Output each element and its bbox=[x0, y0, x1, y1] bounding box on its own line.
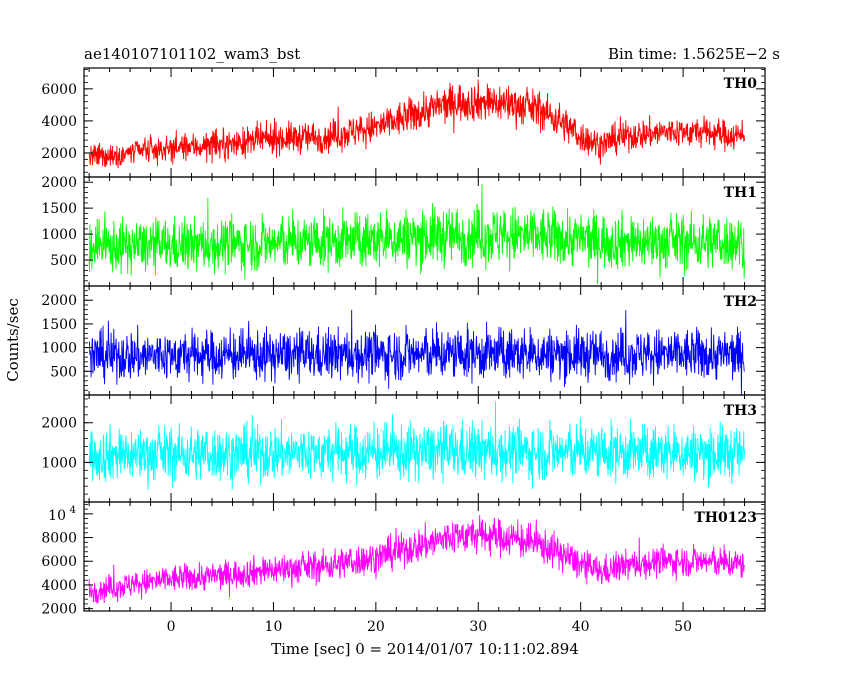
y-tick-label: 4000 bbox=[41, 578, 77, 594]
series-line-th0 bbox=[88, 79, 745, 169]
x-tick-label: 50 bbox=[674, 619, 692, 635]
y-tick-label: 2000 bbox=[41, 416, 77, 432]
y-tick-label: 2000 bbox=[41, 146, 77, 162]
panel-th2: 500 1000 1500 2000 TH2 bbox=[41, 285, 766, 396]
y-tick-label: 500 bbox=[50, 364, 77, 380]
panel-name-label: TH0 bbox=[724, 76, 758, 92]
y-tick-label: 8000 bbox=[41, 531, 77, 547]
series-line-th0123 bbox=[88, 514, 745, 604]
y-tick-label: 1000 bbox=[41, 227, 77, 243]
series-line-th2 bbox=[88, 309, 745, 395]
x-tick-label: 20 bbox=[367, 619, 385, 635]
x-tick-label: 10 bbox=[265, 619, 283, 635]
panel-th1: 500 1000 1500 2000 TH1 bbox=[41, 175, 766, 287]
panel-name-label: TH0123 bbox=[694, 510, 757, 526]
series-line-th3 bbox=[88, 401, 745, 491]
x-tick-label: 0 bbox=[167, 619, 176, 635]
panel-name-label: TH1 bbox=[724, 185, 757, 201]
y-tick-label: 2000 bbox=[41, 175, 77, 191]
x-axis-label: Time [sec] 0 = 2014/01/07 10:11:02.894 bbox=[271, 640, 579, 658]
y-tick-label: 500 bbox=[50, 253, 77, 269]
y-tick-label: 1500 bbox=[41, 317, 77, 333]
y-tick-label: 1000 bbox=[41, 455, 77, 471]
y-axis-label: Counts/sec bbox=[4, 298, 22, 382]
panel-th0: 2000 4000 6000 TH0 bbox=[41, 67, 766, 178]
y-tick-label: 6000 bbox=[41, 554, 77, 570]
panel-th3: 1000 2000 TH3 bbox=[41, 394, 766, 503]
panel-th0123: 2000 4000 6000 8000 10 4 TH0123 bbox=[41, 501, 766, 618]
x-tick-label: 40 bbox=[572, 619, 590, 635]
y-tick-label: 2000 bbox=[41, 293, 77, 309]
bin-time-label: Bin time: 1.5625E−2 s bbox=[608, 45, 780, 63]
y-tick-label: 1500 bbox=[41, 201, 77, 217]
panel-name-label: TH2 bbox=[724, 294, 757, 310]
chart-title: ae140107101102_wam3_bst bbox=[84, 45, 300, 63]
series-line-th1 bbox=[88, 183, 745, 285]
y-tick-label-sci: 10 bbox=[48, 508, 66, 524]
y-tick-label: 2000 bbox=[41, 602, 77, 618]
y-tick-label: 1000 bbox=[41, 341, 77, 357]
x-tick-label: 30 bbox=[469, 619, 487, 635]
y-tick-label-exponent: 4 bbox=[70, 505, 76, 516]
panel-name-label: TH3 bbox=[724, 403, 757, 419]
y-tick-label: 6000 bbox=[41, 82, 77, 98]
y-tick-label: 4000 bbox=[41, 114, 77, 130]
